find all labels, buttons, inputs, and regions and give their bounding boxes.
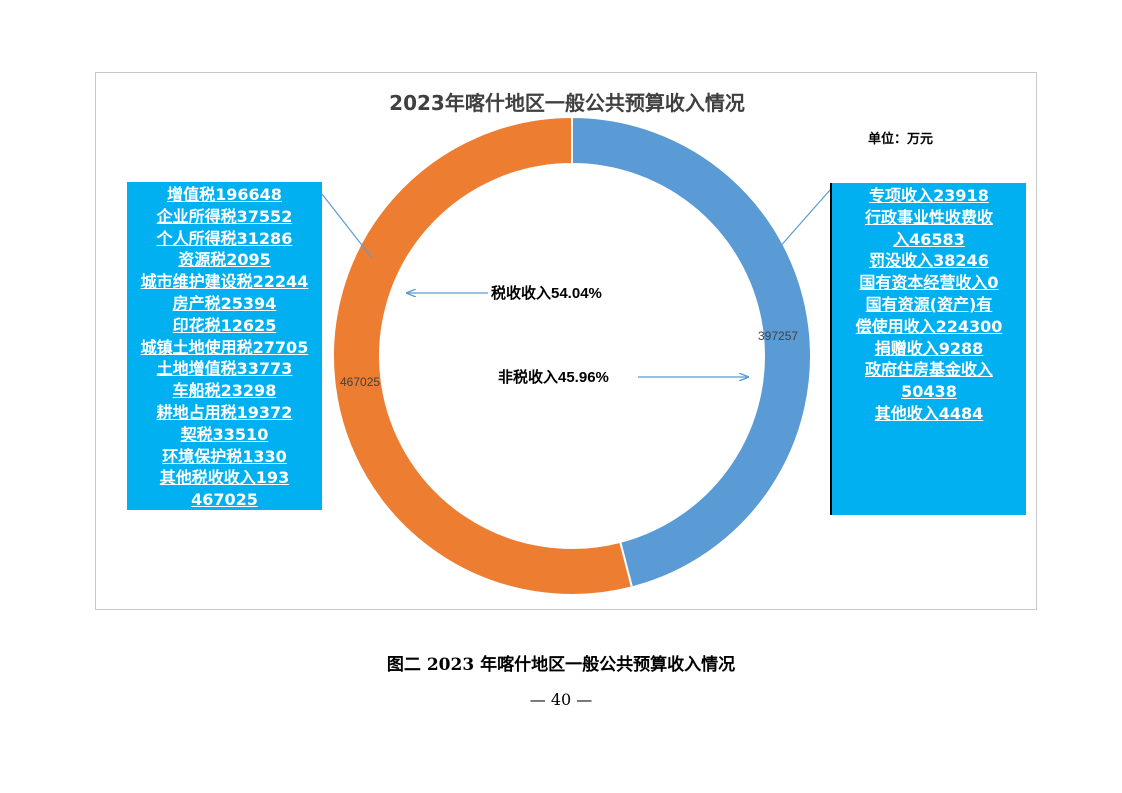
nontax-item-line: 罚没收入38246: [869, 251, 989, 271]
tax-item-line: 其他税收收入193: [159, 468, 290, 488]
nontax-item-line: 专项收入23918: [869, 186, 989, 205]
nontax-item-line: 50438: [901, 382, 957, 402]
tax-item-line: 房产税25394: [172, 293, 277, 313]
nontax-item-line: 国有资源(资产)有: [865, 294, 993, 314]
nontax-item-line: 国有资本经营收入0: [859, 273, 999, 293]
data-label-tax: 467025: [340, 375, 380, 389]
tax-item-line: 土地增值税33773: [156, 359, 293, 379]
data-label-nontax: 397257: [758, 329, 798, 343]
tax-item-line: 企业所得税37552: [156, 206, 293, 226]
nontax-breakdown-box: 专项收入23918 行政事业性收费收 入46583 罚没收入38246 国有资本经营收入…: [830, 183, 1026, 515]
figure-caption: 图二 2023 年喀什地区一般公共预算收入情况: [386, 655, 736, 675]
page-number: — 40 —: [529, 690, 593, 709]
nontax-item-line: 政府住房基金收入: [864, 360, 993, 380]
label-tax-percent: 税收收入54.04%: [491, 284, 602, 302]
unit-label: 单位：万元: [868, 132, 934, 147]
tax-item-line: 资源税2095: [178, 250, 271, 270]
tax-item-line: 城市维护建设税22244: [140, 272, 309, 292]
nontax-item-line: 入46583: [893, 229, 965, 249]
tax-item-line: 契税33510: [180, 424, 269, 444]
donut-slice-nontax: [571, 115, 812, 589]
tax-item-line: 个人所得税31286: [156, 228, 293, 248]
nontax-item-line: 捐赠收入9288: [874, 338, 984, 358]
tax-item-line: 增值税196648: [167, 185, 282, 204]
tax-item-line: 印花税12625: [172, 315, 277, 335]
tax-item-line: 车船税23298: [172, 381, 277, 401]
tax-breakdown-box: 增值税196648 企业所得税37552 个人所得税31286 资源税2095 城市维护…: [127, 182, 322, 510]
chart-title: 2023年喀什地区一般公共预算收入情况: [389, 91, 745, 115]
leader-line-left: [321, 193, 373, 259]
leader-line-right: [777, 189, 831, 250]
tax-item-line: 城镇土地使用税27705: [140, 337, 309, 357]
tax-item-line: 467025: [191, 490, 258, 510]
nontax-item-line: 偿使用收入224300: [855, 316, 1003, 336]
tax-item-line: 耕地占用税19372: [156, 402, 293, 422]
label-nontax-percent: 非税收入45.96%: [498, 368, 609, 386]
nontax-item-line: 其他收入4484: [874, 403, 984, 423]
nontax-item-line: 行政事业性收费收: [864, 207, 993, 227]
donut-slice-tax: [332, 115, 634, 596]
tax-item-line: 环境保护税1330: [162, 446, 287, 466]
